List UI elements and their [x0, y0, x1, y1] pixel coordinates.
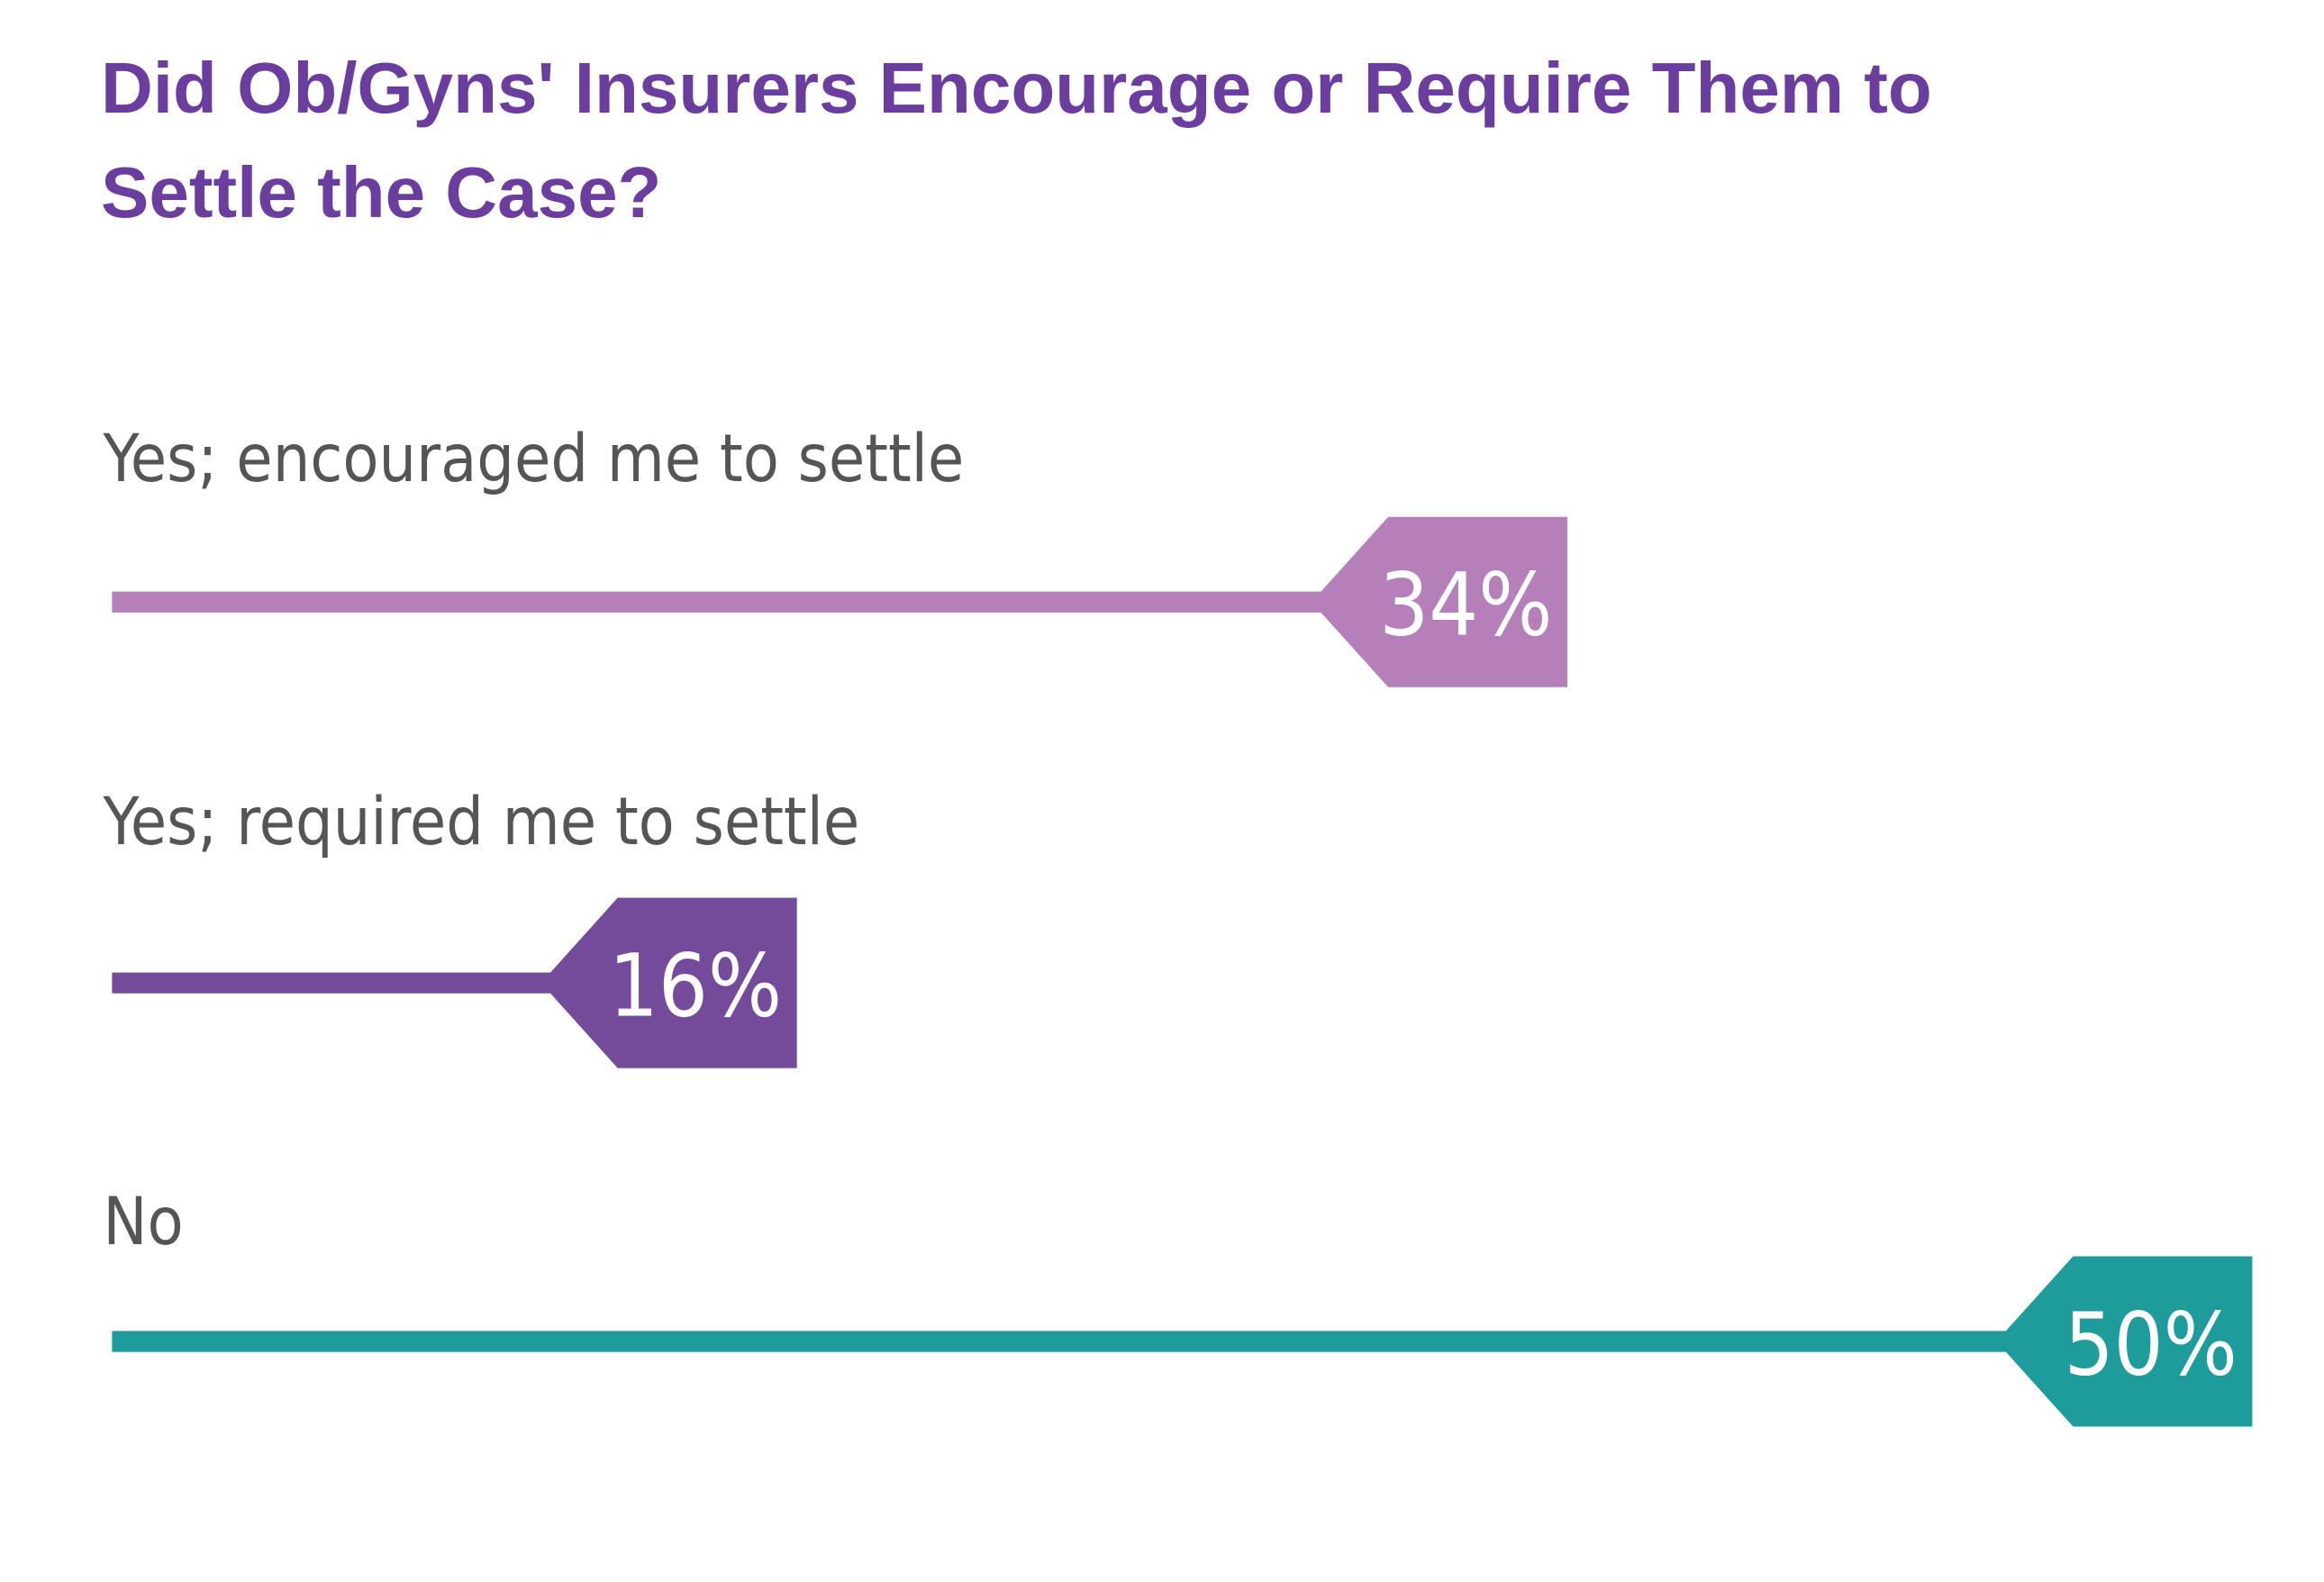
category-label: Yes; required me to settle [102, 784, 859, 860]
value-label: 16% [609, 936, 782, 1037]
chart-title: Did Ob/Gyns' Insurers Encourage or Requi… [101, 48, 1932, 232]
category-label: No [103, 1184, 183, 1260]
value-label: 34% [1379, 555, 1552, 656]
value-label: 50% [2065, 1294, 2238, 1395]
bar [112, 1256, 2253, 1427]
bar [112, 516, 1568, 687]
category-label: Yes; encouraged me to settle [102, 421, 964, 497]
bar [112, 897, 797, 1068]
